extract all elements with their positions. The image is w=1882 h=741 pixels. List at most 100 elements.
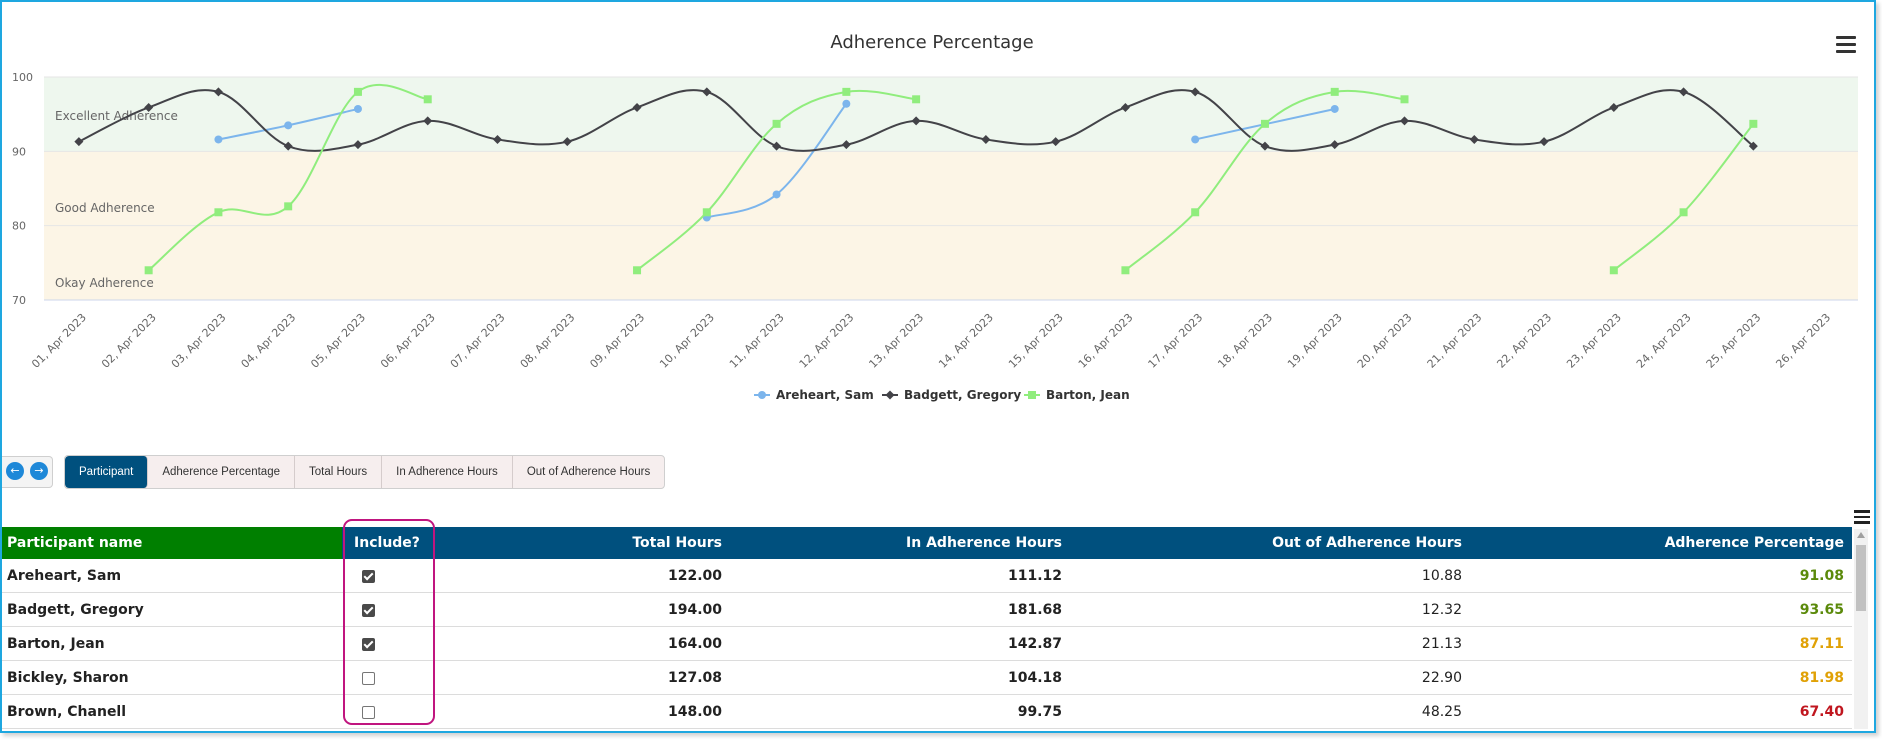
col-in-adherence-hours[interactable]: In Adherence Hours: [906, 535, 1062, 551]
data-point: [353, 104, 362, 113]
plot-band: [44, 151, 1858, 226]
data-point: [772, 190, 781, 199]
include-cell: [342, 600, 442, 619]
data-point: [1609, 102, 1619, 112]
total-hours: 127.08: [667, 669, 722, 686]
data-point: [214, 135, 223, 144]
col-adherence-percentage[interactable]: Adherence Percentage: [1664, 535, 1844, 551]
legend-label: Areheart, Sam: [776, 388, 874, 402]
data-point: [633, 266, 642, 275]
x-tick-label: 03, Apr 2023: [169, 311, 229, 371]
data-point: [1120, 102, 1130, 112]
legend-marker: [885, 390, 895, 400]
data-point: [1330, 140, 1340, 150]
table-row[interactable]: Brown, Chanell 148.00 99.75 48.25 67.40: [2, 695, 1852, 729]
data-point: [1679, 87, 1689, 97]
arrow-right-icon[interactable]: →: [30, 462, 48, 480]
scroll-up-icon[interactable]: [1857, 532, 1865, 538]
table-header: Participant name Include? Total Hours In…: [2, 527, 1852, 559]
x-tick-label: 12, Apr 2023: [797, 311, 857, 371]
include-checkbox[interactable]: [362, 604, 375, 617]
tab-total-hours[interactable]: Total Hours: [295, 456, 383, 488]
data-point: [632, 102, 642, 112]
col-total-hours[interactable]: Total Hours: [632, 535, 722, 551]
data-point: [1330, 104, 1339, 113]
chart-menu-icon[interactable]: [1836, 36, 1856, 54]
table-row[interactable]: Areheart, Sam 122.00 111.12 10.88 91.08: [2, 559, 1852, 593]
x-tick-label: 19, Apr 2023: [1285, 311, 1345, 371]
include-cell: [342, 634, 442, 653]
x-tick-label: 22, Apr 2023: [1494, 311, 1554, 371]
adherence-percentage: 91.08: [1799, 567, 1844, 584]
total-hours: 194.00: [667, 601, 722, 618]
tab-participant[interactable]: Participant: [65, 456, 149, 488]
grid-menu-icon[interactable]: [1854, 510, 1870, 524]
data-point: [1748, 141, 1758, 151]
participant-name: Bickley, Sharon: [7, 669, 129, 686]
adherence-percentage: 81.98: [1799, 669, 1844, 686]
table-row[interactable]: Bickley, Sharon 127.08 104.18 22.90 81.98: [2, 661, 1852, 695]
include-checkbox[interactable]: [362, 706, 375, 719]
scroll-thumb[interactable]: [1856, 545, 1866, 611]
in-adherence-hours: 104.18: [1007, 669, 1062, 686]
band-label: Good Adherence: [55, 201, 155, 215]
adherence-percentage: 93.65: [1799, 601, 1844, 618]
col-participant-name[interactable]: Participant name: [2, 527, 342, 559]
data-point: [283, 141, 293, 151]
data-point: [1260, 119, 1269, 128]
include-cell: [342, 702, 442, 721]
arrow-left-icon[interactable]: ←: [6, 462, 24, 480]
table-row[interactable]: Barton, Jean 164.00 142.87 21.13 87.11: [2, 627, 1852, 661]
plot-band: [44, 225, 1858, 300]
data-point: [493, 134, 502, 144]
x-tick-label: 14, Apr 2023: [936, 311, 996, 371]
x-tick-label: 06, Apr 2023: [378, 311, 438, 371]
out-of-adherence-hours: 22.90: [1421, 669, 1462, 686]
data-point: [702, 87, 712, 97]
col-out-of-adherence-hours[interactable]: Out of Adherence Hours: [1272, 535, 1462, 551]
data-point: [1469, 134, 1479, 144]
data-point: [74, 137, 84, 147]
x-tick-label: 04, Apr 2023: [239, 311, 299, 371]
data-point: [1609, 266, 1618, 275]
y-tick-label: 90: [12, 145, 26, 158]
data-point: [213, 87, 223, 97]
x-tick-label: 01, Apr 2023: [29, 311, 89, 371]
x-tick-label: 13, Apr 2023: [866, 311, 926, 371]
data-point: [214, 208, 223, 217]
table-scrollbar[interactable]: [1854, 529, 1868, 729]
x-tick-label: 10, Apr 2023: [657, 311, 717, 371]
participant-name: Badgett, Gregory: [7, 601, 144, 618]
data-point: [841, 140, 851, 150]
data-point: [1190, 87, 1200, 97]
participant-name: Areheart, Sam: [7, 567, 122, 584]
table-row[interactable]: Badgett, Gregory 194.00 181.68 12.32 93.65: [2, 593, 1852, 627]
data-point: [144, 266, 153, 275]
x-tick-label: 23, Apr 2023: [1564, 311, 1624, 371]
data-point: [423, 116, 433, 126]
data-point: [1191, 135, 1200, 144]
y-tick-label: 100: [12, 71, 33, 84]
tab-out-of-adherence-hours[interactable]: Out of Adherence Hours: [526, 466, 651, 478]
band-label: Excellent Adherence: [55, 109, 178, 123]
tab-in-adherence-hours[interactable]: In Adherence Hours: [382, 456, 513, 488]
participant-name: Barton, Jean: [7, 635, 105, 652]
total-hours: 122.00: [667, 567, 722, 584]
adherence-chart: 70 80 90 100 Excellent Adherence Good Adheren…: [12, 32, 1858, 402]
include-checkbox[interactable]: [362, 672, 375, 685]
data-point: [1749, 119, 1758, 128]
out-of-adherence-hours: 48.25: [1421, 703, 1462, 720]
data-point: [353, 87, 362, 96]
out-of-adherence-hours: 10.88: [1421, 567, 1462, 584]
include-checkbox[interactable]: [362, 638, 375, 651]
include-checkbox[interactable]: [362, 570, 375, 583]
legend-label: Badgett, Gregory: [904, 388, 1021, 402]
x-tick-label: 20, Apr 2023: [1355, 311, 1415, 371]
include-cell: [342, 566, 442, 585]
tab-adherence-percentage[interactable]: Adherence Percentage: [148, 456, 295, 488]
adherence-percentage: 87.11: [1799, 635, 1844, 652]
x-tick-label: 02, Apr 2023: [99, 311, 159, 371]
band-label: Okay Adherence: [55, 276, 154, 290]
col-include[interactable]: Include?: [354, 535, 420, 551]
data-point: [981, 134, 991, 144]
